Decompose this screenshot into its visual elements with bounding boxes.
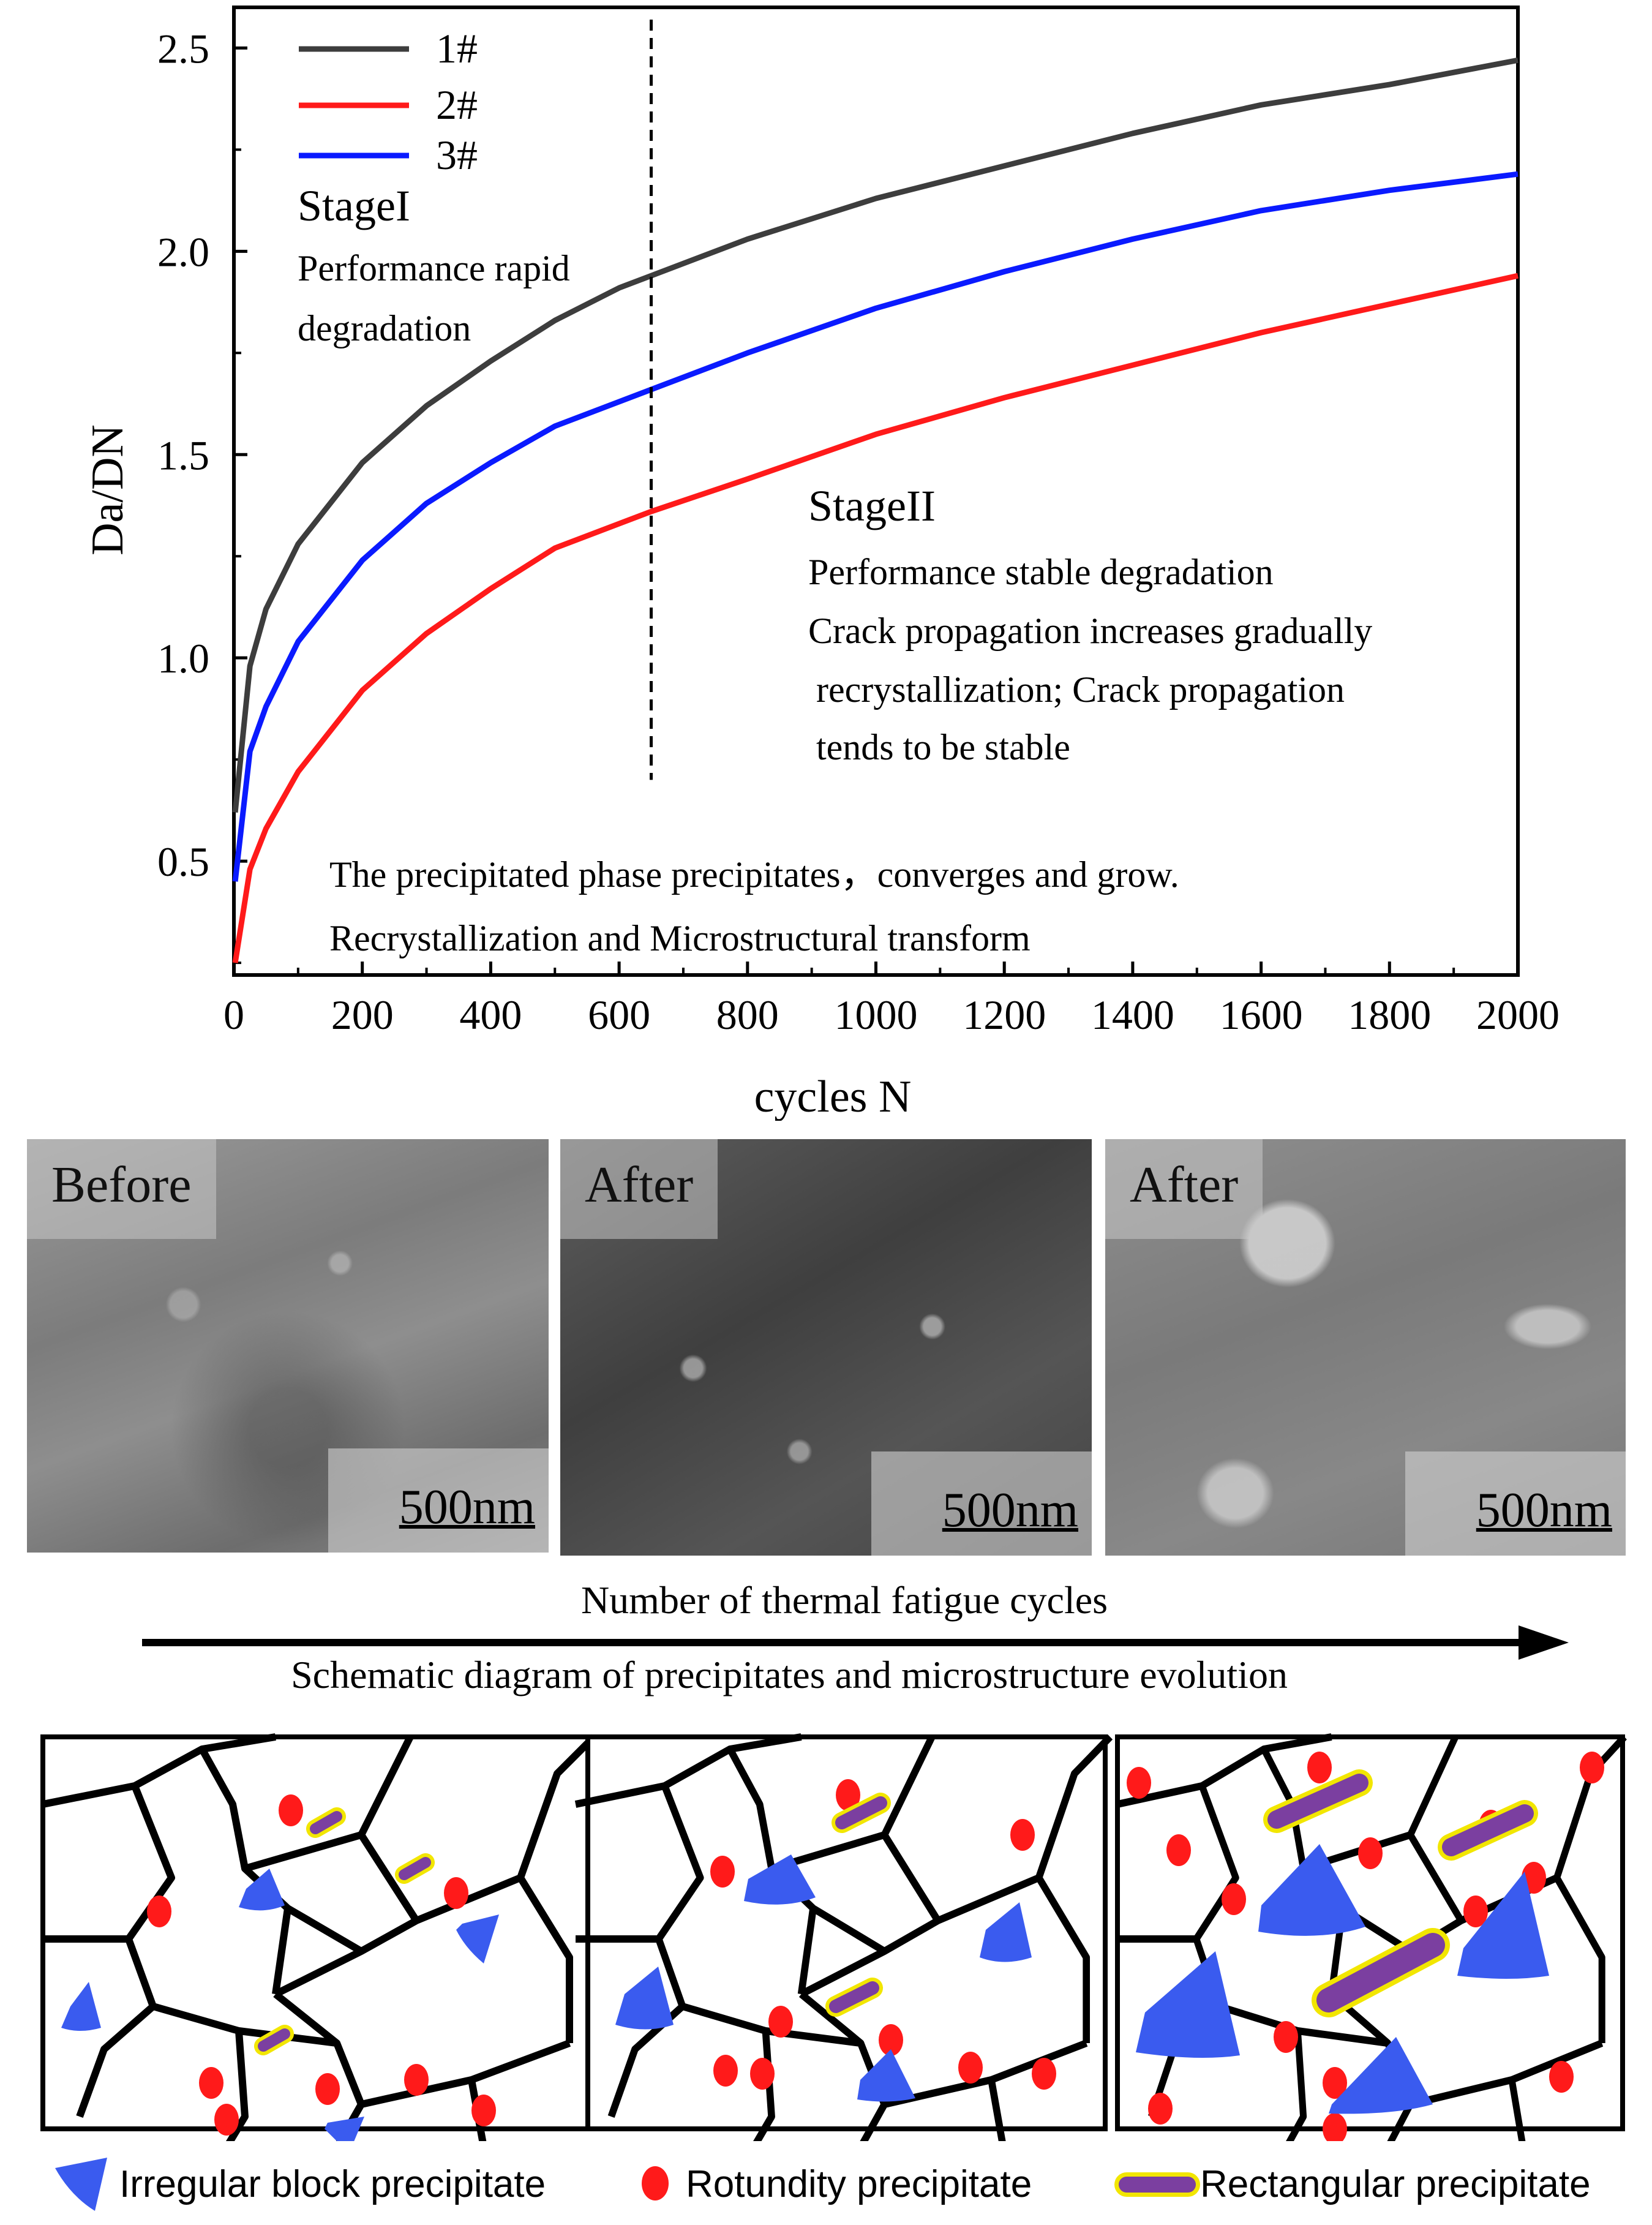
micrograph-after-1: After 500nm	[560, 1139, 1092, 1556]
rectangular-precipitates	[254, 1807, 435, 2055]
y-tick-label: 0.5	[157, 838, 209, 885]
micrograph-after-2: After 500nm	[1105, 1139, 1626, 1556]
rectangular-icon	[1114, 2172, 1200, 2197]
x-tick-label: 0	[223, 992, 244, 1038]
schematic-panel-late	[1117, 1737, 1624, 2141]
x-axis-title: cycles N	[754, 1072, 912, 1121]
rotundity-precipitates	[147, 1794, 496, 2136]
stage2-text-2: Crack propagation increases gradually	[808, 611, 1372, 651]
y-tick-label: 1.5	[157, 432, 209, 478]
stage2-text-4: tends to be stable	[816, 727, 1070, 767]
scale-bar: 500nm	[328, 1448, 549, 1553]
y-axis-title: Da/DN	[83, 424, 133, 555]
microstructure-schematic	[0, 1731, 1652, 2141]
micrograph-label: Before	[27, 1139, 216, 1239]
arrow-head-icon	[1519, 1625, 1569, 1660]
x-tick-label: 600	[588, 992, 650, 1038]
micrograph-label: After	[1105, 1139, 1263, 1239]
x-tick-label: 200	[331, 992, 394, 1038]
stage1-text-2: degradation	[298, 308, 471, 348]
rectangular-precipitates	[1263, 1769, 1538, 2017]
arrow-caption: Number of thermal fatigue cycles	[580, 1578, 1108, 1622]
legend-rotundity-label: Rotundity precipitate	[686, 2163, 1032, 2205]
bottom-annotation-2: Recrystallization and Microstructural tr…	[329, 918, 1031, 958]
y-tick-label: 2.0	[157, 228, 209, 275]
x-tick-label: 1400	[1091, 992, 1174, 1038]
rotundity-precipitates	[710, 1779, 1056, 2090]
schematic-caption: Schematic diagram of precipitates and mi…	[291, 1653, 1288, 1696]
scale-bar: 500nm	[1405, 1451, 1626, 1556]
scale-bar-text: 500nm	[942, 1483, 1078, 1537]
legend-label-2: 2#	[436, 81, 478, 128]
irregular-precipitates	[615, 1854, 1032, 2102]
y-tick-label: 1.0	[157, 635, 209, 682]
legend-irregular-label: Irregular block precipitate	[119, 2163, 546, 2205]
stage1-text-1: Performance rapid	[298, 248, 570, 288]
stage1-title: StageI	[298, 181, 410, 230]
irregular-block-icon	[55, 2158, 107, 2211]
irregular-precipitates	[1136, 1844, 1549, 2114]
x-tick-label: 1000	[835, 992, 918, 1038]
x-axis: 0 200 400 600 800 1000 1200 1400 1600 1800 2000	[223, 962, 1560, 1038]
bottom-annotation-1: The precipitated phase precipitates，conv…	[329, 854, 1179, 895]
legend-label-1: 1#	[436, 25, 478, 72]
series-line-2	[232, 273, 1519, 963]
series-line-1	[232, 57, 1519, 813]
x-tick-label: 1800	[1348, 992, 1431, 1038]
legend-rectangular-label: Rectangular precipitate	[1200, 2163, 1591, 2205]
x-tick-label: 400	[459, 992, 522, 1038]
micrograph-label: After	[560, 1139, 718, 1239]
series-lines	[232, 57, 1519, 963]
stage2-text-1: Performance stable degradation	[808, 552, 1274, 592]
schematic-legend: Irregular block precipitate Rotundity pr…	[37, 2153, 1641, 2220]
scale-bar-text: 500nm	[1476, 1483, 1612, 1537]
chart-legend: 1# 2# 3#	[299, 25, 478, 178]
scale-bar-text: 500nm	[399, 1480, 535, 1534]
rotundity-icon	[642, 2166, 669, 2201]
irregular-precipitates	[61, 1869, 499, 2141]
series-line-3	[232, 171, 1519, 882]
degradation-chart: 0 200 400 600 800 1000 1200 1400 1600 1800 2000 0.…	[83, 6, 1560, 1121]
rectangular-precipitates	[825, 1793, 891, 2017]
schematic-panel-early	[43, 1737, 594, 2141]
stage2-text-3: recrystallization; Crack propagation	[816, 669, 1345, 710]
y-tick-label: 2.5	[157, 25, 209, 72]
x-tick-label: 800	[716, 992, 779, 1038]
micrograph-before: Before 500nm	[27, 1139, 549, 1553]
stage2-title: StageII	[808, 481, 936, 530]
x-tick-label: 1200	[963, 992, 1046, 1038]
y-axis: 0.5 1.0 1.5 2.0 2.5	[157, 25, 247, 965]
x-tick-label: 1600	[1220, 992, 1303, 1038]
scale-bar: 500nm	[871, 1451, 1092, 1556]
x-tick-label: 2000	[1476, 992, 1560, 1038]
legend-label-3: 3#	[436, 132, 478, 178]
cycle-arrow	[142, 1625, 1569, 1660]
schematic-panel-middle	[576, 1737, 1110, 2141]
